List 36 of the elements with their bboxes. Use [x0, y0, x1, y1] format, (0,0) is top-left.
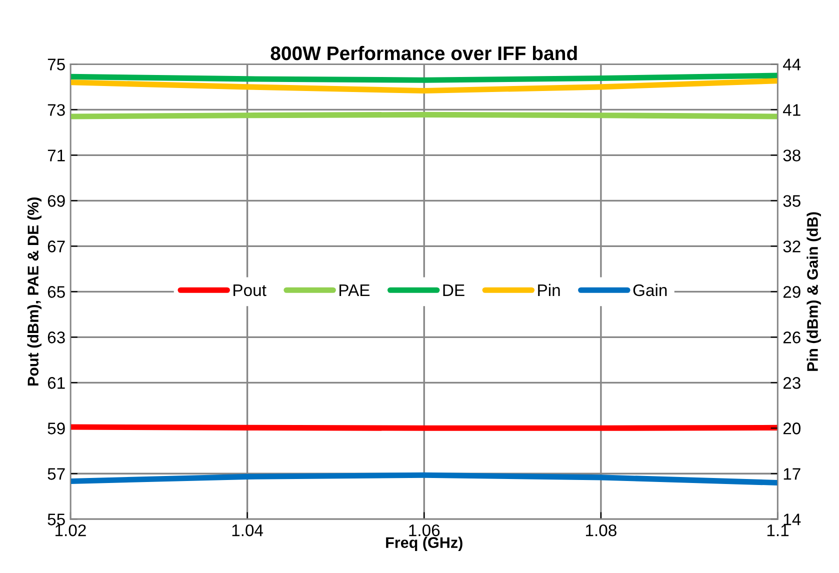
y-tick-label: 71: [48, 150, 65, 162]
y2-tick-label: 23: [783, 377, 800, 389]
x-tick-label: 1.04: [232, 524, 264, 536]
y2-tick-label: 17: [784, 468, 800, 480]
y2-tick-label: 44: [782, 58, 801, 70]
chart-title: 800W Performance over IFF band: [270, 46, 577, 60]
y-tick-label: 65: [48, 286, 65, 298]
y2-axis-title: Pin (dBm) & Gain (dB): [806, 212, 821, 371]
y-tick-label: 61: [48, 377, 65, 389]
x-tick-label: 1.02: [56, 524, 86, 536]
y-tick-label: 59: [48, 422, 65, 434]
y-tick-label: 73: [48, 104, 65, 116]
y2-tick-label: 41: [782, 104, 800, 116]
y2-tick-label: 14: [784, 514, 801, 526]
y2-tick-label: 26: [783, 332, 800, 344]
legend-label: PAE: [340, 284, 370, 296]
y2-tick-label: 38: [783, 150, 800, 162]
y2-tick-label: 35: [783, 195, 800, 207]
y-tick-label: 69: [48, 195, 65, 207]
y-tick-label: 55: [48, 514, 65, 526]
y-tick-label: 75: [48, 58, 65, 70]
legend-label: Pout: [234, 284, 266, 296]
y-tick-label: 57: [48, 468, 65, 480]
legend-label: Gain: [633, 284, 667, 296]
y2-tick-label: 29: [783, 286, 800, 298]
y-axis-title: Pout (dBm), PAE & DE (%): [27, 197, 42, 386]
y2-tick-label: 32: [783, 240, 800, 252]
x-tick-label: 1.06: [409, 524, 440, 536]
x-tick-label: 1.1: [767, 524, 789, 536]
y2-tick-label: 20: [783, 422, 800, 434]
y-tick-label: 67: [48, 240, 65, 252]
x-tick-label: 1.08: [586, 524, 616, 536]
y-tick-label: 63: [48, 332, 65, 344]
legend-label: Pin: [538, 284, 560, 296]
legend-label: DE: [443, 284, 464, 296]
x-axis-title: Freq (GHz): [386, 536, 462, 551]
